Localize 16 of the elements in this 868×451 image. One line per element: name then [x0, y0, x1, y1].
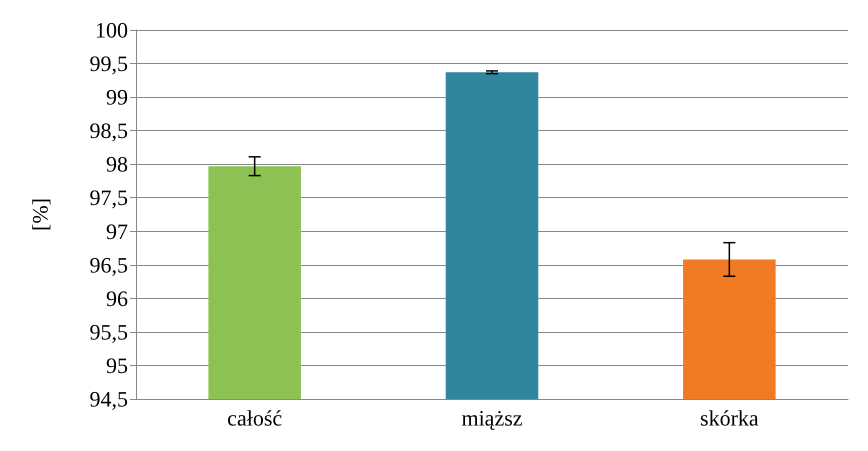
- y-axis-title: [%]: [28, 198, 52, 231]
- y-tick-label: 94,5: [90, 386, 128, 412]
- y-tick-label: 95,5: [90, 319, 128, 344]
- y-tick-label: 97,5: [90, 185, 128, 210]
- y-tick-label: 96: [106, 286, 128, 311]
- y-tick-label: 98,5: [90, 118, 128, 144]
- x-tick-label: miąższ: [461, 406, 523, 430]
- y-tick-label: 99,5: [90, 51, 128, 76]
- x-tick-label: całość: [227, 406, 282, 430]
- y-tick-label: 100: [95, 18, 128, 42]
- x-tick-label: skórka: [700, 406, 759, 430]
- y-tick-label: 99: [106, 84, 128, 110]
- y-tick-label: 95: [106, 352, 128, 378]
- y-tick-label: 97: [106, 218, 128, 244]
- y-tick-label: 96,5: [90, 252, 128, 278]
- y-tick-label: 98: [106, 152, 128, 177]
